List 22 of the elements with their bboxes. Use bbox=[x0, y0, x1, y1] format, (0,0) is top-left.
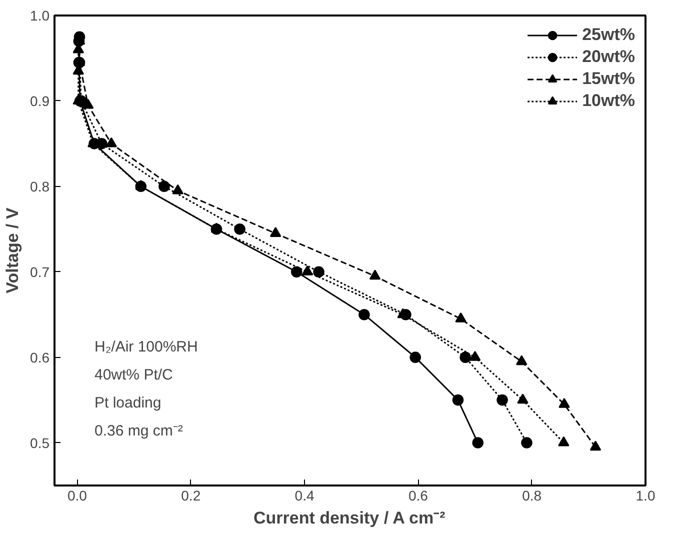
annotation: Pt loading bbox=[94, 394, 162, 412]
annotation: H₂/Air 100%RH bbox=[94, 338, 198, 356]
legend-label: 25wt% bbox=[582, 25, 635, 45]
annotation: 0.36 mg cm⁻² bbox=[94, 422, 183, 440]
annotation: 40wt% Pt/C bbox=[94, 366, 174, 384]
x-tick-label: 0.6 bbox=[408, 488, 428, 504]
y-tick-label: 0.9 bbox=[30, 92, 50, 109]
y-tick-label: 0.8 bbox=[30, 178, 50, 194]
x-tick-label: 0.0 bbox=[68, 488, 88, 504]
y-tick-label: 1.0 bbox=[30, 8, 50, 24]
legend-label: 20wt% bbox=[582, 47, 635, 67]
x-tick-label: 0.8 bbox=[522, 488, 542, 504]
x-tick-label: 0.2 bbox=[181, 488, 201, 504]
y-tick-label: 0.6 bbox=[30, 349, 50, 366]
legend-label: 10wt% bbox=[582, 91, 635, 111]
y-tick-label: 0.5 bbox=[30, 434, 50, 451]
x-axis-title: Current density / A cm⁻² bbox=[253, 508, 446, 528]
legend-label: 15wt% bbox=[582, 69, 635, 89]
y-axis-title: Voltage / V bbox=[3, 207, 22, 294]
y-tick-label: 0.7 bbox=[30, 264, 50, 280]
x-tick-label: 0.4 bbox=[294, 488, 314, 504]
x-tick-label: 1.0 bbox=[636, 488, 656, 504]
